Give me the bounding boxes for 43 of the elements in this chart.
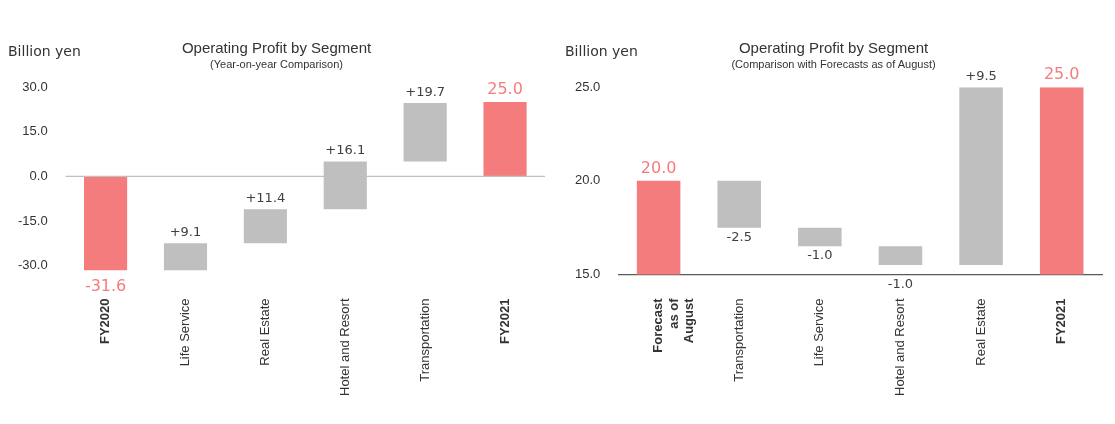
data-label: +16.1 (325, 142, 366, 158)
data-label: +9.1 (169, 224, 202, 240)
y-tick-label: 25.0 (574, 78, 601, 94)
data-label: -1.0 (807, 247, 833, 263)
bar (84, 176, 128, 271)
bar (243, 209, 287, 244)
y-tick-label: 0.0 (29, 167, 48, 183)
x-tick-label: FY2021 (496, 298, 512, 344)
bar (483, 102, 527, 177)
chart-title: Operating Profit by Segment (181, 39, 372, 57)
y-tick-label: -30.0 (17, 257, 48, 273)
x-tick-label: Life Service (177, 298, 193, 367)
data-label: 20.0 (640, 157, 677, 177)
data-label: +11.4 (245, 190, 286, 206)
bar (163, 243, 208, 271)
data-label: -2.5 (726, 228, 752, 244)
bar (403, 102, 447, 162)
x-tick-label: FY2021 (1053, 298, 1069, 344)
y-tick-label: 20.0 (574, 172, 601, 188)
x-tick-label: FY2020 (97, 298, 113, 344)
y-tick-label: 15.0 (574, 266, 601, 282)
x-tick-label: Real Estate (256, 298, 272, 366)
x-tick-label: Forecast as of August (650, 297, 697, 353)
chart-title: Operating Profit by Segment (738, 39, 929, 57)
data-label: +9.5 (965, 68, 997, 84)
x-tick-label: Transportation (416, 298, 432, 382)
x-tick-label: Hotel and Resort (336, 298, 352, 397)
y-axis-title: Billion yen (565, 42, 638, 59)
data-label: 25.0 (1043, 64, 1080, 84)
x-tick-label: Hotel and Resort (892, 298, 908, 397)
data-label: 25.0 (487, 79, 523, 99)
x-tick-label: Transportation (730, 298, 746, 382)
data-label: -31.6 (84, 275, 127, 295)
y-tick-label: 15.0 (22, 123, 48, 139)
x-tick-label: Life Service (811, 298, 827, 367)
chart-subtitle: (Comparison with Forecasts as of August) (731, 57, 936, 70)
y-axis-title: Billion yen (8, 42, 81, 59)
y-tick-label: 30.0 (22, 78, 48, 94)
data-label: -1.0 (887, 276, 914, 292)
x-tick-label: Real Estate (972, 298, 988, 366)
data-label: +19.7 (405, 83, 446, 99)
chart-subtitle: (Year-on-year Comparison) (210, 57, 343, 70)
y-tick-label: -15.0 (17, 212, 48, 228)
